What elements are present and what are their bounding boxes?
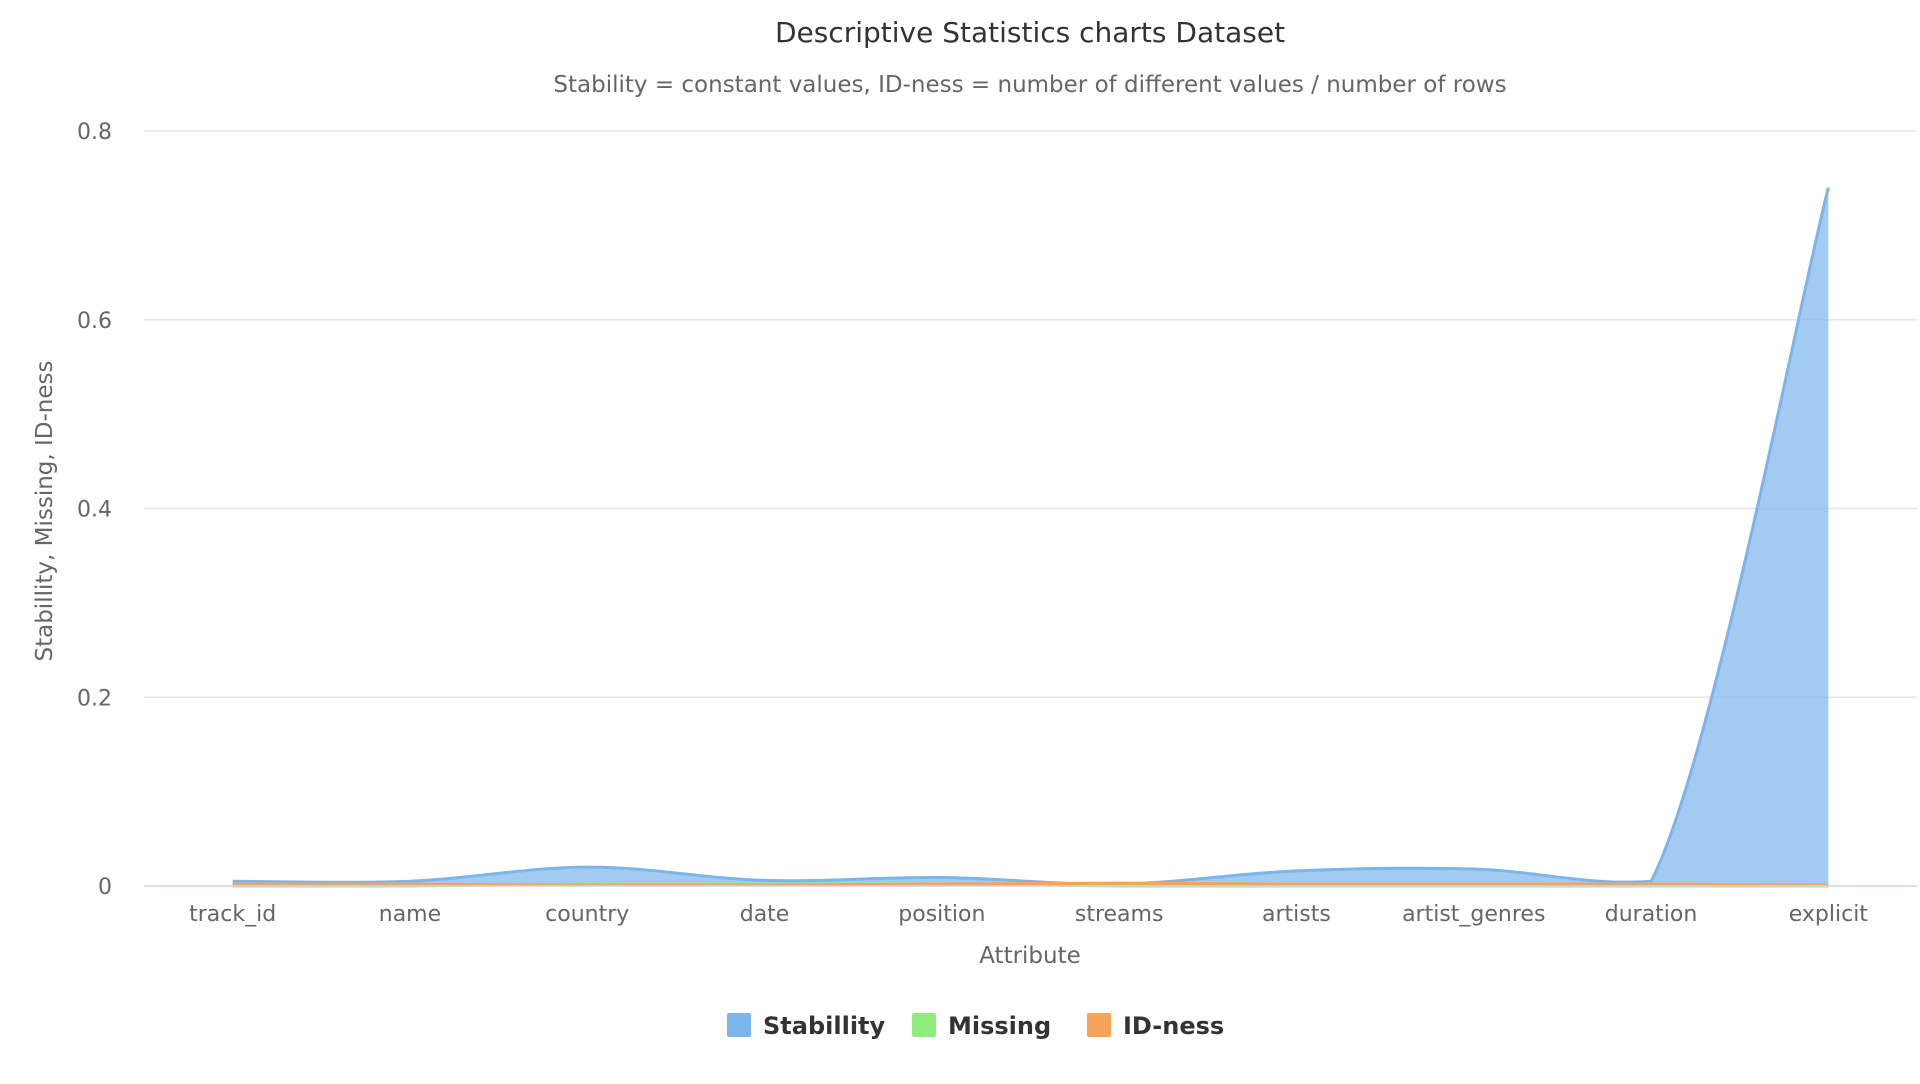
- legend-swatch: [727, 1013, 751, 1037]
- y-tick-label: 0: [98, 875, 112, 900]
- series-line-2[interactable]: [232, 881, 1829, 887]
- legend[interactable]: Stabillity Missing ID-ness: [727, 1012, 1224, 1040]
- x-tick-label: name: [379, 902, 441, 927]
- x-tick-labels: track_id name country date position streams ar…: [189, 902, 1868, 927]
- x-tick-label: position: [898, 902, 985, 927]
- legend-item-0[interactable]: Stabillity: [727, 1012, 886, 1040]
- legend-label: Missing: [948, 1012, 1051, 1040]
- x-tick-label: track_id: [189, 902, 276, 927]
- legend-label: Stabillity: [763, 1012, 886, 1040]
- y-tick-label: 0.8: [77, 120, 112, 145]
- legend-swatch: [912, 1013, 936, 1037]
- chart-title: Descriptive Statistics charts Dataset: [775, 16, 1285, 49]
- grid-layer: [144, 130, 1917, 698]
- series-layer: [232, 187, 1830, 888]
- y-tick-label: 0.6: [77, 309, 112, 334]
- x-axis-title: Attribute: [979, 943, 1081, 969]
- y-tick-label: 0.2: [77, 686, 112, 711]
- series-area-0: [232, 187, 1829, 886]
- y-tick-label: 0.4: [77, 498, 112, 523]
- x-tick-label: duration: [1605, 902, 1698, 927]
- legend-item-2[interactable]: ID-ness: [1087, 1012, 1224, 1040]
- x-tick-label: artists: [1262, 902, 1331, 927]
- y-axis-title: Stabillity, Missing, ID-ness: [32, 361, 58, 662]
- legend-item-1[interactable]: Missing: [912, 1012, 1051, 1040]
- x-tick-label: artist_genres: [1402, 902, 1545, 927]
- y-tick-labels: 0 0.2 0.4 0.6 0.8: [77, 120, 112, 900]
- chart-subtitle: Stability = constant values, ID-ness = n…: [553, 72, 1506, 98]
- x-tick-label: streams: [1075, 902, 1164, 927]
- series-line-0[interactable]: [232, 187, 1830, 886]
- x-tick-label: explicit: [1789, 902, 1869, 927]
- x-tick-label: country: [545, 902, 629, 927]
- legend-label: ID-ness: [1123, 1012, 1224, 1040]
- legend-swatch: [1087, 1013, 1111, 1037]
- x-tick-label: date: [740, 902, 790, 927]
